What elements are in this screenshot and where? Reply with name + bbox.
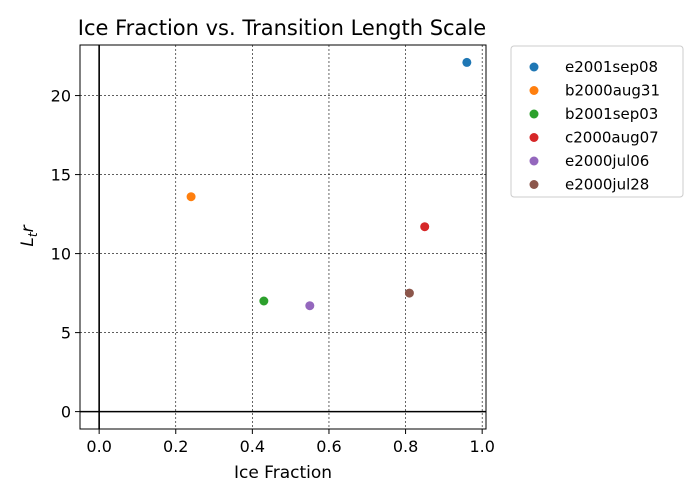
data-point-e2000jul28 (404, 288, 414, 298)
chart-title: Ice Fraction vs. Transition Length Scale (78, 16, 486, 40)
plot-area-frame (79, 44, 487, 430)
legend-label-c2000aug07: c2000aug07 (565, 129, 659, 147)
x-tick-label: 0.0 (86, 437, 111, 456)
legend-label-e2000jul28: e2000jul28 (565, 176, 649, 194)
y-tick-label: 10 (51, 245, 71, 264)
data-points (186, 57, 472, 311)
legend-marker-b2000aug31 (529, 86, 539, 95)
legend: e2001sep08 b2000aug31 b2001sep03 c2000aug07… (510, 45, 684, 198)
grid (80, 45, 486, 429)
y-tick-label: 15 (51, 166, 71, 185)
legend-label-b2001sep03: b2001sep03 (565, 105, 658, 123)
y-tick-label: 5 (61, 324, 71, 343)
x-tick-label: 0.6 (316, 437, 341, 456)
legend-label-b2000aug31: b2000aug31 (565, 82, 660, 100)
x-tick-label: 1.0 (469, 437, 494, 456)
legend-label-e2000jul06: e2000jul06 (565, 152, 649, 170)
legend-marker-e2000jul28 (529, 180, 539, 189)
svg-text:Ltr: Ltr (18, 224, 40, 246)
data-point-e2000jul06 (305, 301, 315, 311)
x-tick-label: 0.2 (163, 437, 188, 456)
data-point-b2000aug31 (186, 192, 196, 202)
y-axis-label-subscript: t (26, 231, 40, 237)
data-point-c2000aug07 (420, 222, 430, 232)
x-tick-label: 0.8 (393, 437, 418, 456)
y-axis-label-main: L (18, 237, 38, 246)
x-axis-label: Ice Fraction (234, 463, 332, 483)
legend-marker-b2001sep03 (529, 109, 539, 119)
legend-marker-e2000jul06 (529, 156, 539, 166)
legend-frame (510, 45, 684, 198)
legend-marker-c2000aug07 (529, 133, 539, 142)
zero-lines (80, 45, 486, 429)
y-axis-label: Ltr (18, 224, 40, 246)
y-tick-label: 20 (51, 87, 71, 106)
data-point-e2001sep08 (462, 57, 472, 67)
legend-marker-e2001sep08 (529, 62, 539, 72)
y-axis-label-tail: r (18, 224, 38, 232)
axis-ticks: 0.0 0.2 0.4 0.6 0.8 1.0 0 5 10 15 20 (51, 87, 495, 456)
x-tick-label: 0.4 (240, 437, 265, 456)
legend-label-e2001sep08: e2001sep08 (565, 58, 658, 76)
y-tick-label: 0 (61, 403, 71, 422)
data-point-b2001sep03 (259, 296, 269, 306)
